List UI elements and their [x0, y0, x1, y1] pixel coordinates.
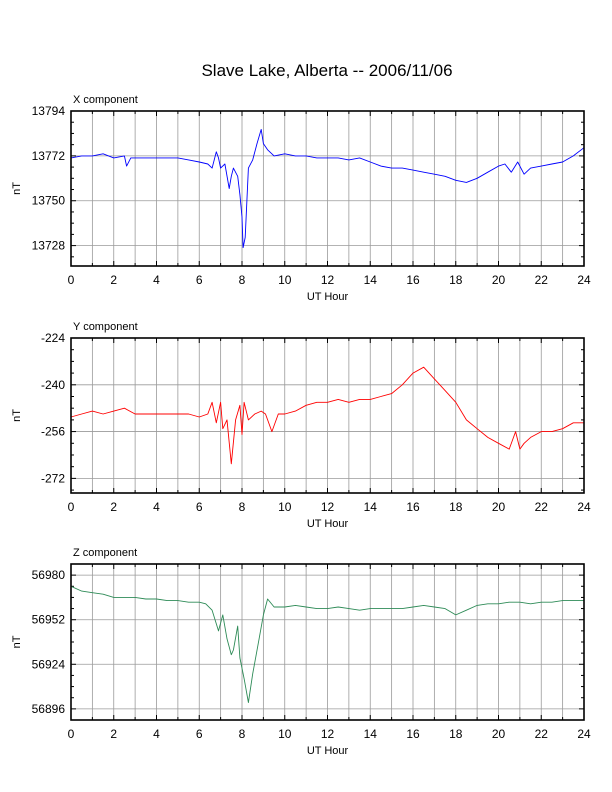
x-tick-label: 0	[68, 500, 75, 514]
x-axis-label: UT Hour	[307, 291, 349, 303]
y-tick-label: 56952	[32, 613, 66, 627]
x-tick-label: 4	[153, 500, 160, 514]
chart-title: Slave Lake, Alberta -- 2006/11/06	[201, 61, 452, 80]
plot-frame	[70, 563, 585, 721]
x-tick-label: 4	[153, 273, 160, 287]
x-tick-label: 4	[153, 727, 160, 741]
plot-frame	[70, 337, 585, 494]
x-tick-label: 16	[406, 727, 420, 741]
y-tick-label: 56924	[32, 657, 66, 671]
y-axis-label: nT	[11, 635, 23, 648]
x-tick-label: 20	[492, 273, 506, 287]
x-tick-label: 14	[364, 500, 378, 514]
y-tick-label: -272	[41, 471, 65, 485]
x-tick-label: 24	[577, 273, 591, 287]
x-tick-label: 8	[239, 273, 246, 287]
panel-label: Y component	[73, 321, 138, 333]
y-tick-label: 13750	[32, 194, 66, 208]
x-tick-label: 14	[364, 273, 378, 287]
x-tick-label: 10	[278, 273, 292, 287]
x-tick-label: 10	[278, 500, 292, 514]
x-axis-label: UT Hour	[307, 745, 349, 757]
y-tick-label: -256	[41, 425, 65, 439]
x-tick-label: 22	[535, 727, 549, 741]
x-tick-label: 16	[406, 500, 420, 514]
x-tick-label: 18	[449, 500, 463, 514]
panel-label: X component	[73, 94, 138, 106]
x-tick-label: 12	[321, 273, 335, 287]
x-tick-label: 24	[577, 727, 591, 741]
x-tick-label: 8	[239, 500, 246, 514]
y-tick-label: 13772	[32, 149, 66, 163]
x-tick-label: 16	[406, 273, 420, 287]
x-tick-label: 20	[492, 500, 506, 514]
y-tick-label: 13728	[32, 239, 66, 253]
y-tick-label: -240	[41, 378, 65, 392]
plot-frame	[70, 110, 585, 267]
x-tick-label: 2	[110, 727, 117, 741]
x-tick-label: 22	[535, 273, 549, 287]
x-tick-label: 6	[196, 273, 203, 287]
y-tick-label: 13794	[32, 104, 66, 118]
x-tick-label: 22	[535, 500, 549, 514]
y-axis-label: nT	[11, 182, 23, 195]
series-line	[70, 366, 584, 465]
x-tick-label: 0	[68, 727, 75, 741]
panel-label: Z component	[73, 547, 137, 559]
x-tick-label: 24	[577, 500, 591, 514]
x-tick-label: 20	[492, 727, 506, 741]
x-tick-label: 18	[449, 273, 463, 287]
series-line	[70, 585, 584, 703]
y-tick-label: -224	[41, 331, 65, 345]
y-tick-label: 56896	[32, 702, 66, 716]
x-tick-label: 18	[449, 727, 463, 741]
x-tick-label: 6	[196, 500, 203, 514]
x-tick-label: 12	[321, 727, 335, 741]
x-tick-label: 12	[321, 500, 335, 514]
y-tick-label: 56980	[32, 568, 66, 582]
x-tick-label: 2	[110, 500, 117, 514]
x-tick-label: 14	[364, 727, 378, 741]
x-tick-label: 10	[278, 727, 292, 741]
x-tick-label: 6	[196, 727, 203, 741]
y-axis-label: nT	[11, 409, 23, 422]
x-axis-label: UT Hour	[307, 518, 349, 530]
x-tick-label: 8	[239, 727, 246, 741]
x-tick-label: 2	[110, 273, 117, 287]
x-tick-label: 0	[68, 273, 75, 287]
series-line	[70, 128, 585, 249]
